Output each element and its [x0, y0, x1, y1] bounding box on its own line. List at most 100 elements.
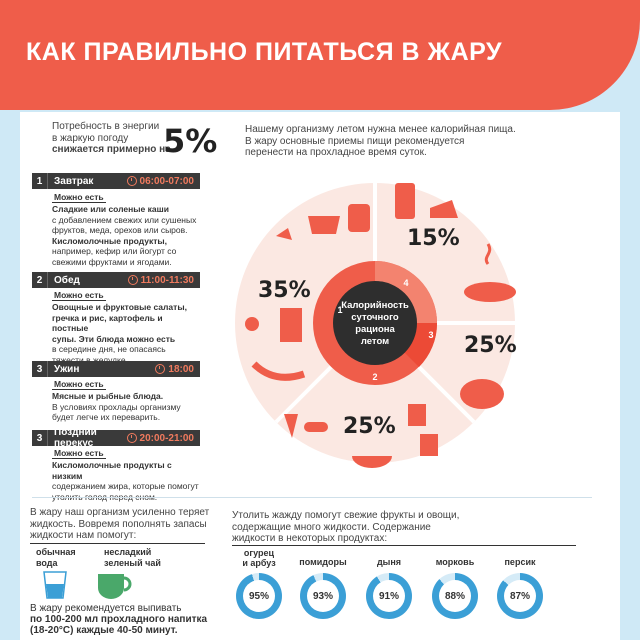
meal-number: 3 [32, 430, 48, 446]
page-title: КАК ПРАВИЛЬНО ПИТАТЬСЯ В ЖАРУ [26, 38, 503, 66]
fruit-ring: 91% [366, 573, 412, 619]
energy-line-1: Потребность в энергии [52, 121, 160, 132]
meal-line: Кисломолочные продукты с низким [52, 460, 172, 481]
meal-line: утолить голод перед сном. [52, 492, 202, 503]
meal-line: с добавлением свежих или сушеных [52, 214, 197, 225]
fruits-text: Утолить жажду помогут свежие фрукты и ов… [232, 510, 459, 545]
pie-label-35: 35% [258, 278, 311, 303]
slice-number-3: 3 [428, 330, 433, 340]
water-text: В жару наш организм усиленно теряет жидк… [30, 507, 209, 542]
flame-icon [484, 243, 492, 265]
center-line-3: рациона [355, 324, 395, 335]
pie-label-25-bottom: 25% [343, 414, 396, 439]
cheese-small-icon [276, 228, 292, 240]
fruit-name: огурец [243, 548, 275, 558]
meal-number: 2 [32, 272, 48, 288]
meal-name: Завтрак [54, 175, 94, 187]
meal-line: Сладкие или соленые каши [52, 204, 169, 214]
meal-dinner: 3 Ужин 18:00 [32, 361, 200, 377]
center-line-1: Калорийность [341, 300, 409, 311]
water-underline [30, 543, 205, 544]
meal-breakfast: 1 Завтрак 06:00-07:00 [32, 173, 200, 189]
divider [32, 497, 592, 498]
intro-text: Нашему организму летом нужна менее калор… [245, 124, 516, 159]
meal-time: 06:00-07:00 [126, 176, 200, 187]
meal-line: В условиях прохлады организму [52, 401, 181, 412]
fruit-ring: 93% [300, 573, 346, 619]
meal-line: Мясные и рыбные блюда. [52, 391, 164, 401]
bowl-icon [308, 216, 340, 234]
meal-name: Ужин [54, 363, 80, 375]
fruits-line-2: содержащие много жидкости. Содержание [232, 521, 431, 533]
meal-time-value: 18:00 [168, 363, 194, 375]
chart-center [333, 281, 417, 365]
meal-late-snack: 3 Поздний перекус 20:00-21:00 [32, 427, 200, 449]
meal-line: свежими фруктами и ягодами. [52, 256, 172, 267]
fruit-value: 95% [243, 580, 275, 612]
can-eat-label: Можно есть [52, 290, 106, 301]
meal-text-lunch: Овощные и фруктовые салаты, гречка и рис… [52, 302, 197, 365]
meal-lunch: 2 Обед 11:00-11:30 [32, 272, 200, 288]
can-eat-label: Можно есть [52, 379, 106, 390]
can-eat-label: Можно есть [52, 448, 106, 459]
energy-text: Потребность в энергии в жаркую погоду сн… [52, 121, 171, 156]
juice-box-icon [280, 308, 302, 342]
fish-icon [464, 282, 516, 302]
fruit-ring: 88% [432, 573, 478, 619]
clock-icon [127, 275, 138, 285]
banana-icon [251, 361, 306, 381]
fruit-name: персик [504, 557, 536, 567]
chicken-icon [460, 379, 504, 409]
water-glass-icon [43, 571, 67, 599]
fruit-ring: 95% [236, 573, 282, 619]
meal-line: Овощные и фруктовые салаты, [52, 302, 187, 312]
meal-name: Обед [54, 274, 80, 286]
meal-time: 18:00 [155, 364, 200, 375]
meal-line: будет легче их переварить. [52, 412, 161, 422]
meal-text-breakfast: Сладкие или соленые каши с добавлением с… [52, 204, 197, 267]
intro-line-1: Нашему организму летом нужна менее калор… [245, 124, 516, 135]
cherry-icon [245, 317, 259, 331]
meal-line: тяжести в желудке. [52, 354, 128, 365]
meal-time-value: 20:00-21:00 [139, 432, 194, 444]
pie-label-25-right: 25% [464, 333, 517, 358]
energy-line-2: в жаркую погоду [52, 132, 129, 144]
meal-line: фруктов, меда, орехов или сыров. [52, 225, 188, 235]
carrot-icon [284, 414, 298, 438]
meal-text-dinner: Мясные и рыбные блюда. В условиях прохла… [52, 391, 197, 423]
tea-cup-icon [98, 574, 132, 599]
slice-number-4: 4 [403, 278, 408, 288]
jar-icon [348, 204, 370, 232]
pie-label-15: 15% [407, 226, 460, 251]
meal-line: например, кефир или йогурт со [52, 246, 177, 256]
meal-time: 20:00-21:00 [126, 432, 200, 444]
energy-line-3: снижается примерно на [52, 144, 171, 155]
intro-line-2: В жару основные приемы пищи рекомендуетс… [245, 135, 465, 147]
clock-icon [126, 176, 137, 186]
energy-percent: 5% [163, 122, 218, 160]
fruits-underline [232, 545, 576, 546]
cheese-icon [430, 200, 458, 218]
meal-line: супы. Эти блюда можно есть [52, 333, 176, 344]
fruit-value: 88% [439, 580, 471, 612]
sausage-icon [304, 422, 328, 432]
meal-time: 11:00-11:30 [127, 274, 200, 286]
fruit-name: морковь [435, 557, 475, 567]
clock-icon [155, 364, 166, 374]
soup-bowl-icon [352, 456, 392, 468]
meal-line: содержанием жира, которые помогут [52, 481, 199, 491]
fruit-label: персик [491, 557, 549, 567]
rice-box-icon [408, 404, 426, 426]
can-eat-label: Можно есть [52, 192, 106, 203]
fruit-label: помидоры [294, 557, 352, 567]
water-line-3: жидкости нам помогут: [30, 530, 137, 541]
water-line-1: В жару наш организм усиленно теряет [30, 507, 210, 518]
meal-text-late-snack: Кисломолочные продукты с низким содержан… [52, 460, 202, 502]
fruit-value: 91% [373, 580, 405, 612]
meal-time-value: 11:00-11:30 [140, 274, 194, 286]
tip-line: (18-20°С) каждые 40-50 минут. [30, 625, 178, 636]
fruit-label: морковь [426, 557, 484, 567]
tip-line: В жару рекомендуется выпивать [30, 603, 182, 614]
meal-name: Поздний перекус [54, 427, 97, 449]
fruit-name: дыня [376, 557, 402, 567]
